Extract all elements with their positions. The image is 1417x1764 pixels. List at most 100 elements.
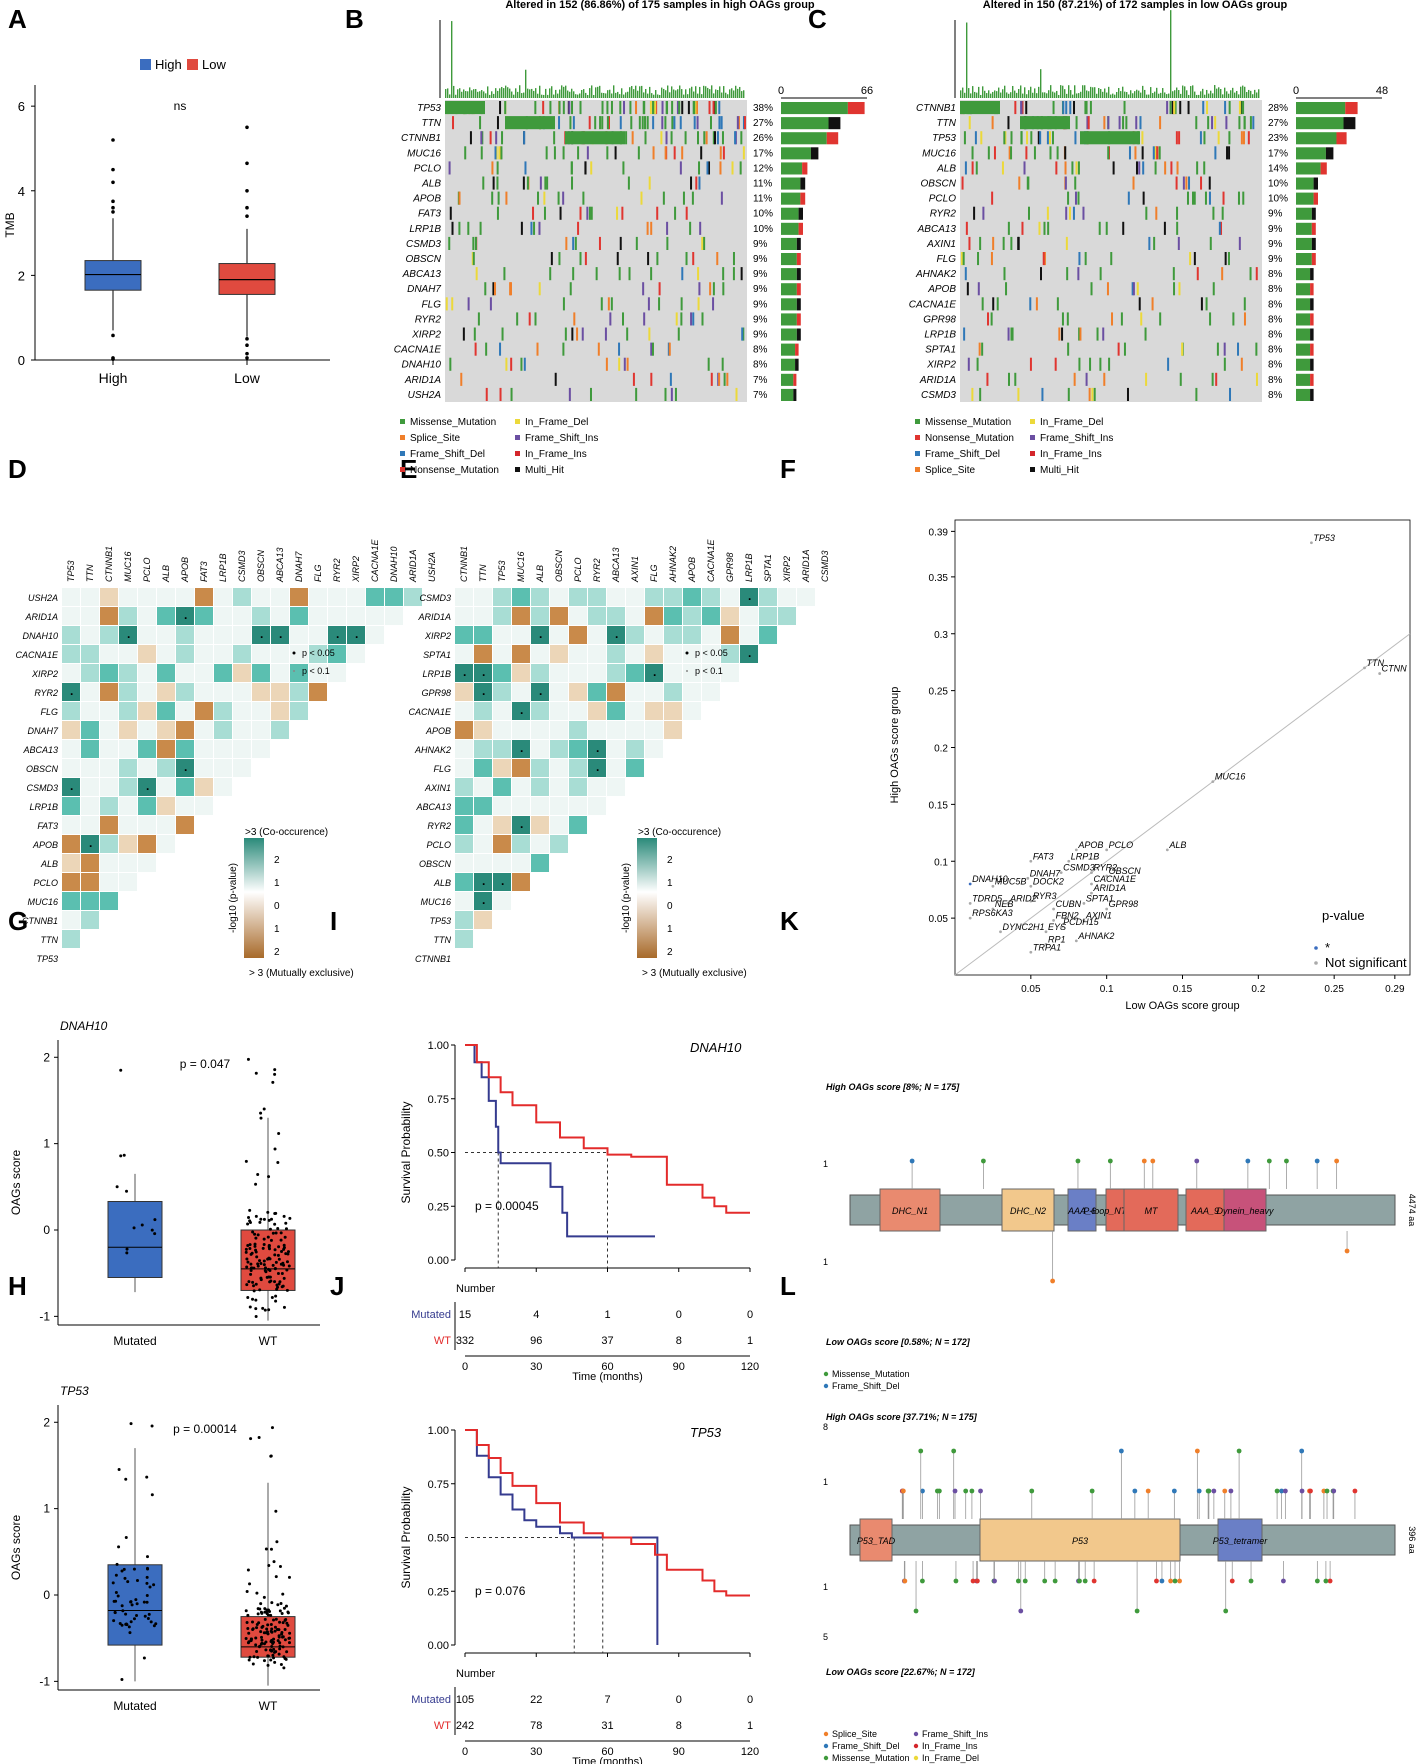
oncoplot-cell: [504, 101, 507, 115]
oncoplot-legend-label: Frame_Shift_Del: [925, 449, 1000, 460]
oncoplot-cell: [1014, 372, 1017, 386]
heatmap-col-label: DNAH10: [389, 546, 399, 582]
oncoplot-top-bar: [1192, 85, 1194, 98]
heatmap-cell: [62, 702, 80, 720]
oncoplot-cell: [630, 116, 633, 130]
heatmap-cell: [493, 702, 511, 720]
heatmap-cell: [778, 588, 796, 606]
box-point: [248, 1655, 252, 1659]
lolli-head: [1324, 1488, 1330, 1494]
box-point: [282, 1214, 286, 1218]
box-point: [275, 1540, 279, 1544]
heatmap-cell: [531, 797, 549, 815]
heatmap-sig-legend: p < 0.05: [302, 648, 335, 658]
oncoplot-top-bar: [994, 90, 996, 98]
heatmap-sig-mark: .: [539, 627, 542, 641]
heatmap-cell: [81, 645, 99, 663]
oncoplot-gene: MUC16: [407, 148, 441, 159]
heatmap-cell: [455, 702, 473, 720]
heatmap-cell: [138, 816, 156, 834]
oncoplot-cell: [1126, 387, 1129, 401]
oncoplot-cell: [643, 101, 646, 115]
box-point: [267, 1175, 271, 1179]
heatmap-cell: [531, 835, 549, 853]
box-point: [135, 1602, 139, 1606]
heatmap-cell: [512, 683, 530, 701]
oncoplot-cell: [1224, 252, 1227, 266]
oncoplot-cell: [649, 101, 652, 115]
oncoplot-cell: [1199, 131, 1202, 145]
heatmap-cell: [62, 740, 80, 758]
f-point: [1074, 939, 1078, 943]
heatmap-cell: [664, 683, 682, 701]
a-outlier: [245, 161, 249, 166]
oncoplot-cell: [978, 342, 981, 356]
box-point: [271, 1263, 275, 1267]
oncoplot-side-bar: [796, 253, 801, 266]
heatmap-cell: [474, 797, 492, 815]
oncoplot-top-bar: [647, 93, 649, 98]
oncoplot-side-bar: [781, 147, 811, 160]
heatmap-cell: [138, 740, 156, 758]
oncoplot-cell: [1242, 131, 1245, 145]
lolli-domain-label: P-loop_NTPase: [1083, 1206, 1147, 1216]
oncoplot-block: [1080, 131, 1140, 145]
heatmap-cell: [588, 740, 606, 758]
heatmap-cell: [195, 797, 213, 815]
oncoplot-cell: [1003, 131, 1006, 145]
oncoplot-pct: 10%: [1268, 179, 1288, 190]
box-ytick-label: 2: [43, 1050, 50, 1064]
oncoplot-cell: [510, 387, 513, 401]
oncoplot-side-bar: [781, 283, 797, 296]
oncoplot-top-bar: [1166, 94, 1168, 98]
oncoplot-cell: [522, 176, 525, 190]
heatmap-sig-mark: .: [70, 684, 73, 698]
oncoplot-cell: [1026, 176, 1029, 190]
box-point: [115, 1562, 119, 1566]
heatmap-cell: [512, 778, 530, 796]
oncoplot-top-bar: [669, 92, 671, 98]
oncoplot-pct: 9%: [753, 239, 768, 250]
heatmap-sig-legend-dot: [293, 670, 295, 672]
oncoplot-cell: [671, 116, 674, 130]
heatmap-cell: [626, 740, 644, 758]
oncoplot-cell: [479, 116, 482, 130]
oncoplot-top-bar: [1054, 92, 1056, 98]
lolli-head: [1248, 1578, 1254, 1584]
heatmap-cell: [385, 607, 403, 625]
oncoplot-cell: [661, 116, 664, 130]
oncoplot-side-bar: [781, 207, 799, 220]
oncoplot-cell: [579, 101, 582, 115]
heatmap-cell: [62, 664, 80, 682]
f-point-label: PCDH15: [1063, 917, 1100, 927]
oncoplot-cell: [664, 387, 667, 401]
heatmap-colorbar-tick: 2: [667, 947, 673, 958]
oncoplot-cell: [1071, 161, 1074, 175]
lolli-head: [1206, 1488, 1212, 1494]
oncoplot-cell: [700, 146, 703, 160]
box-point: [278, 1564, 282, 1568]
oncoplot-top-bar: [587, 94, 589, 98]
heatmap-cell: [474, 588, 492, 606]
lolli-legend-label: Frame_Shift_Ins: [922, 1729, 989, 1739]
oncoplot-pct: 17%: [1268, 148, 1288, 159]
heatmap-cell: [100, 645, 118, 663]
box-point: [120, 1678, 124, 1682]
a-xtick-label: High: [99, 370, 128, 386]
heatmap-cell: [740, 607, 758, 625]
box-point: [255, 1626, 259, 1630]
oncoplot-gene: CTNNB1: [401, 133, 441, 144]
oncoplot-cell: [1027, 206, 1030, 220]
heatmap-cell: [366, 588, 384, 606]
oncoplot-cell: [1249, 267, 1252, 281]
lolli-legend-dot: [913, 1731, 919, 1737]
oncoplot-cell: [1096, 327, 1099, 341]
oncoplot-side-bar: [1310, 343, 1314, 356]
oncoplot-top-bar: [1066, 93, 1068, 98]
oncoplot-cell: [1152, 146, 1155, 160]
box-point: [269, 1639, 273, 1643]
oncoplot-top-bar: [986, 93, 988, 98]
oncoplot-top-bar: [1052, 91, 1054, 98]
oncoplot-top-bar: [577, 94, 579, 98]
heatmap-row-label: LRP1B: [29, 802, 58, 812]
